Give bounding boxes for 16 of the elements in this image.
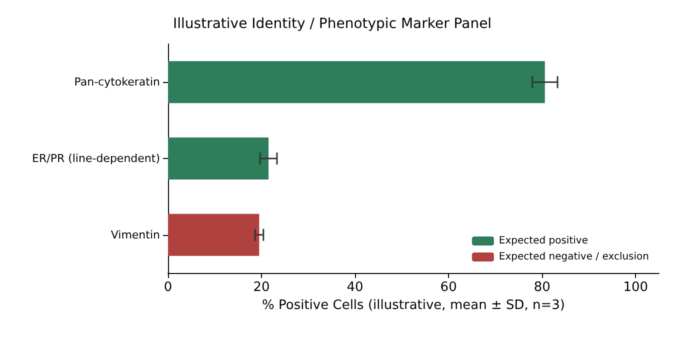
x-tick-label: 60 bbox=[440, 280, 457, 295]
x-tick-label: 80 bbox=[534, 280, 550, 295]
x-tick-label: 100 bbox=[623, 280, 648, 295]
bar bbox=[168, 214, 260, 256]
x-tick-label: 20 bbox=[253, 280, 270, 295]
chart-title: Illustrative Identity / Phenotypic Marker Panel bbox=[173, 16, 492, 32]
x-tick-label: 40 bbox=[346, 280, 364, 295]
x-tick-label: 0 bbox=[164, 280, 172, 295]
y-tick-label: ER/PR (line-dependent) bbox=[32, 152, 160, 165]
bar bbox=[168, 61, 545, 104]
bar bbox=[168, 138, 269, 180]
legend-label: Expected negative / exclusion bbox=[498, 252, 650, 262]
legend-label: Expected positive bbox=[498, 236, 588, 246]
y-tick-label: Vimentin bbox=[110, 228, 160, 242]
y-tick-label: Pan-cytokeratin bbox=[74, 76, 160, 89]
x-axis-title: % Positive Cells (illustrative, mean ± SD, n=3) bbox=[262, 298, 565, 313]
